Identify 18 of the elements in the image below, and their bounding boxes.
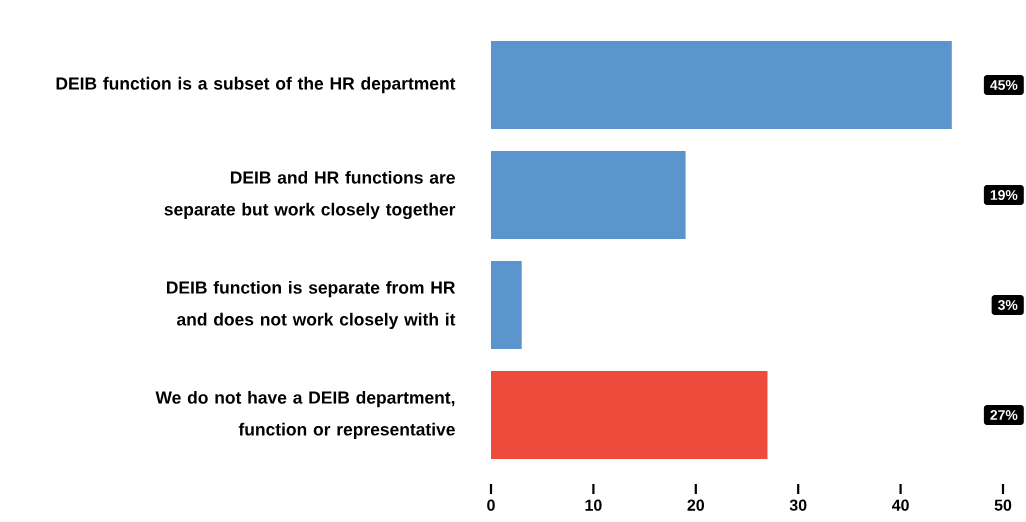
bar xyxy=(491,371,768,460)
data-label: 27% xyxy=(990,410,1018,420)
data-label: 19% xyxy=(990,190,1018,200)
y-tick-label: DEIB function is separate from HR and does not work closely with it xyxy=(167,280,456,330)
x-tick-label: 0 xyxy=(487,499,495,511)
data-label: 3% xyxy=(997,300,1018,310)
bar xyxy=(491,261,522,350)
y-tick-label: DEIB and HR functions are separate but work closely together xyxy=(164,170,456,220)
x-tick-label: 50 xyxy=(994,499,1012,511)
y-tick-label: We do not have a DEIB department, function or representative xyxy=(155,390,455,440)
y-tick-label: DEIB function is a subset of the HR department xyxy=(56,76,456,94)
x-tick-label: 40 xyxy=(891,499,909,511)
data-label: 45% xyxy=(990,80,1018,90)
x-tick-label: 30 xyxy=(789,499,807,511)
x-tick-label: 20 xyxy=(687,499,704,511)
x-tick-label: 10 xyxy=(585,499,602,511)
bar xyxy=(491,151,686,240)
bar xyxy=(491,41,952,130)
